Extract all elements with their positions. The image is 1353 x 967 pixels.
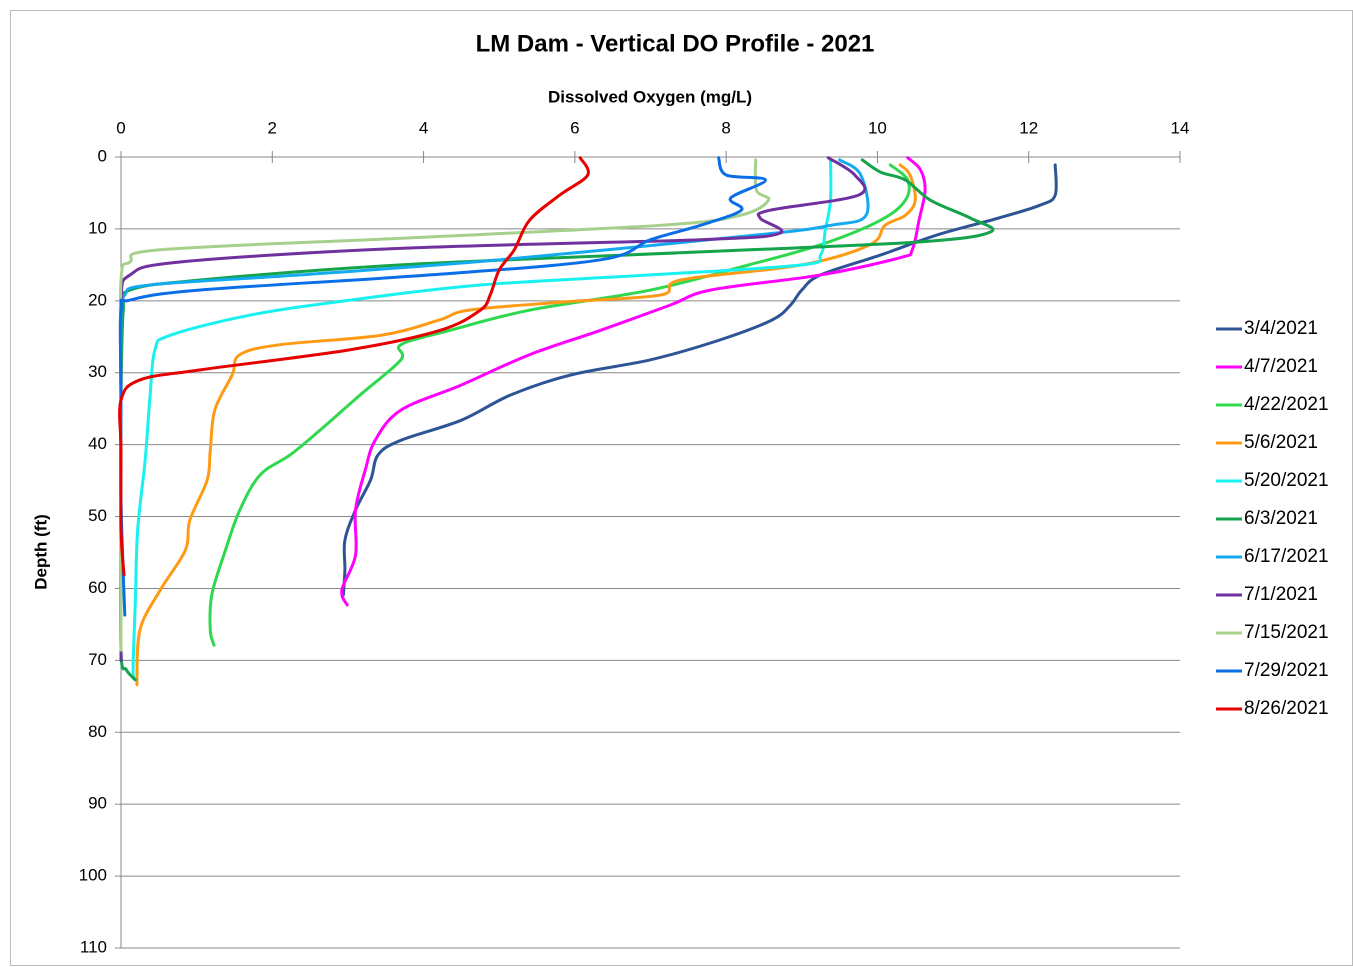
legend-label: 7/15/2021 <box>1244 622 1329 643</box>
chart-border <box>10 10 1353 966</box>
y-tick-label: 20 <box>88 290 107 309</box>
series-line <box>118 156 590 577</box>
x-tick-label: 4 <box>419 118 428 137</box>
y-tick-label: 110 <box>80 937 107 956</box>
legend-label: 5/20/2021 <box>1244 470 1329 491</box>
y-tick-label: 60 <box>88 578 107 597</box>
y-tick-label: 10 <box>88 218 107 237</box>
y-tick-label: 30 <box>88 362 107 381</box>
x-tick-label: 8 <box>721 118 730 137</box>
x-tick-label: 10 <box>868 118 887 137</box>
y-tick-label: 70 <box>88 650 107 669</box>
x-tick-label: 2 <box>268 118 277 137</box>
series-line <box>118 156 767 617</box>
x-tick-label: 12 <box>1019 118 1038 137</box>
series-line <box>135 163 917 687</box>
legend-label: 3/4/2021 <box>1244 318 1318 339</box>
x-axis-label: Dissolved Oxygen (mg/L) <box>548 87 752 106</box>
series-line <box>341 163 1058 597</box>
y-tick-label: 50 <box>88 506 107 525</box>
legend-label: 4/22/2021 <box>1244 394 1329 415</box>
legend-label: 7/1/2021 <box>1244 584 1318 605</box>
y-tick-label: 100 <box>79 866 107 885</box>
chart-title: LM Dam - Vertical DO Profile - 2021 <box>476 30 875 57</box>
legend-label: 4/7/2021 <box>1244 356 1318 377</box>
x-tick-label: 14 <box>1171 118 1190 137</box>
y-tick-label: 0 <box>98 146 107 165</box>
series-line <box>131 158 833 682</box>
series-line <box>340 156 927 607</box>
legend-label: 5/6/2021 <box>1244 432 1318 453</box>
y-tick-label: 40 <box>88 434 107 453</box>
x-tick-label: 0 <box>116 118 125 137</box>
legend-label: 6/3/2021 <box>1244 508 1318 529</box>
y-tick-label: 80 <box>88 722 107 741</box>
y-tick-label: 90 <box>88 794 107 813</box>
legend-label: 7/29/2021 <box>1244 660 1329 681</box>
y-axis-label: Depth (ft) <box>31 514 50 590</box>
legend-label: 8/26/2021 <box>1244 698 1329 719</box>
legend-label: 6/17/2021 <box>1244 546 1329 567</box>
x-tick-label: 6 <box>570 118 579 137</box>
series-line <box>208 163 911 647</box>
